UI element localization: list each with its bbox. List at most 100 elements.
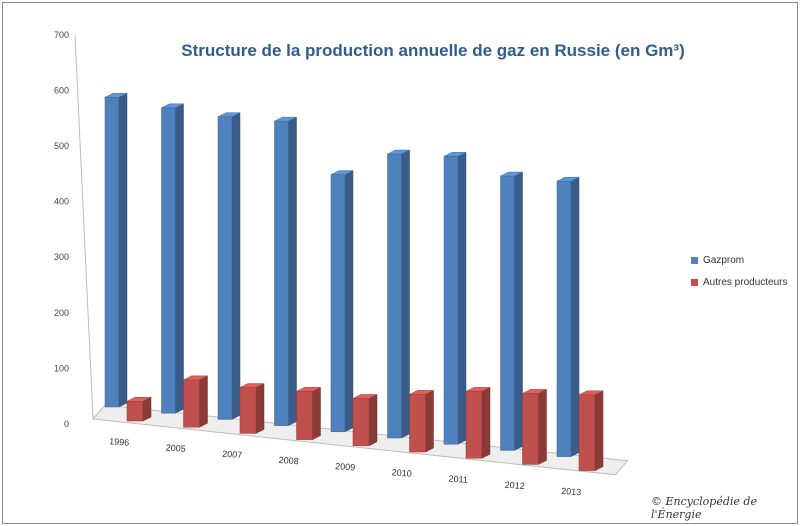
y-tick-label: 200	[54, 308, 69, 318]
bar-gazprom-top	[330, 170, 354, 175]
bar-gazprom-0	[104, 92, 128, 408]
credit-text: © Encyclopédie de l'Énergie	[651, 495, 757, 521]
bar-autres-side	[312, 386, 321, 441]
bar-gazprom-front	[443, 156, 459, 445]
bar-gazprom-top	[556, 176, 580, 182]
bar-gazprom-side	[401, 149, 410, 439]
x-tick-label: 2013	[561, 486, 582, 497]
bar-autres-front	[409, 394, 426, 453]
bar-autres-7	[522, 389, 547, 465]
y-tick-label: 500	[54, 141, 69, 151]
bar-autres-3	[296, 386, 321, 441]
bar-autres-top	[296, 387, 321, 392]
bar-gazprom-side	[457, 151, 467, 445]
bar-autres-front	[465, 391, 483, 459]
bar-autres-top	[578, 390, 604, 396]
bar-autres-top	[239, 383, 265, 388]
bar-gazprom-4	[330, 170, 354, 433]
legend-item-autres: Autres producteurs	[691, 271, 788, 293]
bar-gazprom-front	[161, 107, 176, 414]
bar-gazprom-front	[104, 97, 120, 408]
y-tick-label: 400	[54, 197, 69, 207]
bar-gazprom-front	[500, 175, 515, 451]
bar-autres-front	[296, 391, 313, 440]
bar-autres-side	[481, 387, 491, 459]
bar-gazprom-side	[570, 176, 580, 458]
bar-gazprom-top	[217, 112, 241, 117]
bar-gazprom-1	[161, 103, 184, 414]
bar-autres-4	[352, 394, 378, 447]
bar-gazprom-top	[274, 116, 297, 122]
bar-gazprom-top	[104, 93, 128, 98]
bar-gazprom-8	[556, 176, 580, 458]
bar-gazprom-top	[443, 152, 467, 157]
bar-gazprom-6	[443, 151, 467, 445]
bar-autres-front	[522, 393, 539, 465]
bar-autres-8	[578, 390, 604, 472]
x-tick-label: 2007	[222, 449, 243, 460]
bar-autres-top	[352, 394, 378, 399]
legend-label-gazprom: Gazprom	[703, 254, 745, 266]
legend-label-autres: Autres producteurs	[703, 276, 788, 288]
legend-swatch-gazprom	[691, 256, 698, 264]
bar-autres-6	[465, 387, 491, 459]
y-tick-label: 600	[54, 85, 69, 95]
bar-gazprom-side	[118, 92, 128, 408]
x-tick-label: 2010	[391, 467, 412, 478]
chart-svg: 0 100 200 300 400 500 600 700 1996 2005 2007 2008 2…	[54, 30, 629, 497]
bar-autres-top	[183, 375, 208, 381]
y-tick-label: 300	[54, 252, 69, 262]
bar-gazprom-2	[217, 112, 241, 420]
x-tick-label: 1996	[109, 436, 130, 447]
bar-autres-top	[126, 397, 152, 402]
bar-autres-front	[126, 401, 144, 422]
bar-autres-side	[425, 390, 434, 453]
legend-item-gazprom: Gazprom	[691, 249, 788, 271]
bar-autres-1	[183, 375, 208, 428]
bar-gazprom-front	[274, 120, 289, 426]
bar-autres-side	[594, 390, 604, 472]
bar-autres-side	[368, 394, 378, 447]
bar-gazprom-side	[344, 170, 354, 433]
bar-gazprom-3	[274, 116, 297, 427]
bar-autres-front	[183, 379, 200, 428]
bar-gazprom-side	[514, 171, 523, 451]
bar-gazprom-side	[175, 103, 184, 414]
bar-autres-2	[239, 383, 265, 434]
bar-gazprom-7	[500, 171, 523, 451]
y-tick-label: 700	[54, 30, 69, 40]
legend: Gazprom Autres producteurs	[691, 249, 788, 293]
y-axis-line	[74, 34, 94, 420]
bar-gazprom-5	[387, 149, 410, 439]
x-tick-label: 2009	[335, 461, 356, 472]
bar-autres-top	[522, 389, 547, 394]
bar-autres-5	[409, 390, 434, 453]
bar-autres-side	[199, 375, 208, 428]
bar-gazprom-front	[217, 116, 233, 420]
bar-gazprom-top	[387, 149, 410, 155]
bar-autres-front	[578, 394, 596, 471]
bar-autres-top	[465, 387, 491, 392]
bar-autres-0	[126, 396, 152, 422]
bar-gazprom-front	[330, 174, 346, 433]
x-tick-label: 2005	[165, 443, 186, 454]
bar-autres-top	[409, 390, 434, 395]
bar-gazprom-top	[161, 103, 184, 109]
legend-swatch-autres	[691, 278, 698, 286]
x-tick-label: 2012	[504, 480, 525, 491]
bar-autres-side	[255, 383, 265, 434]
x-tick-label: 2011	[448, 474, 468, 485]
bar-gazprom-front	[556, 180, 572, 457]
bar-autres-front	[352, 398, 370, 447]
bar-autres-front	[239, 387, 257, 434]
bar-gazprom-side	[231, 112, 241, 420]
bar-gazprom-top	[500, 171, 523, 177]
y-tick-label: 0	[64, 419, 69, 429]
y-tick-label: 100	[54, 363, 69, 373]
chart-title: Structure de la production annuelle de g…	[181, 41, 685, 60]
bar-autres-side	[538, 389, 547, 465]
bar-gazprom-front	[387, 153, 402, 439]
x-tick-label: 2008	[278, 455, 299, 466]
bar-gazprom-side	[288, 116, 297, 427]
